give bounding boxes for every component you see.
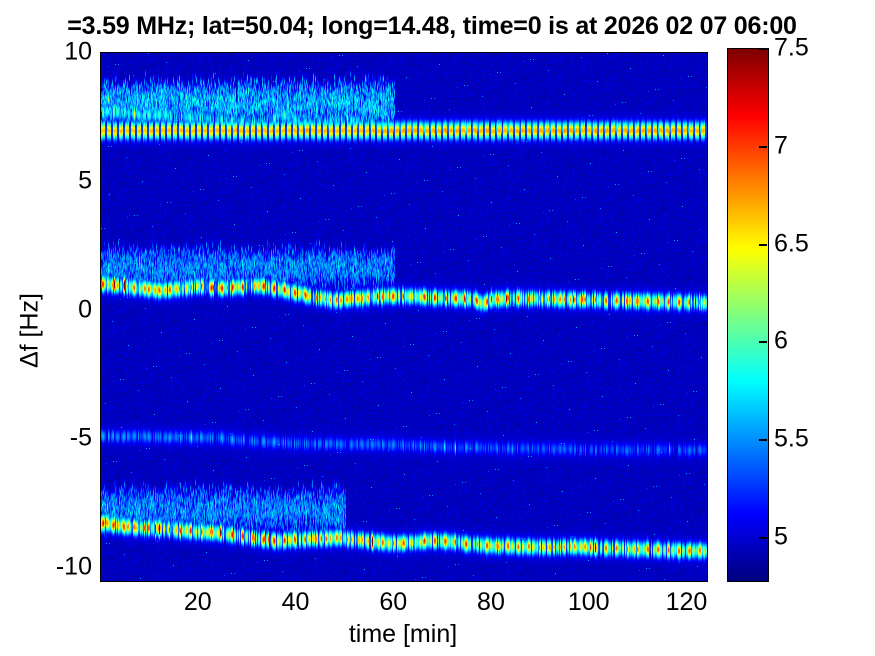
x-tick-label: 100 — [567, 588, 610, 616]
y-tick-label: -10 — [55, 552, 92, 581]
y-axis-ticks: 10 5 0 -5 -10 — [0, 0, 92, 656]
colorbar-tick — [759, 243, 767, 246]
x-axis-ticks: 20 40 60 80 100 120 — [0, 588, 875, 624]
x-tick-label: 20 — [183, 588, 212, 616]
colorbar-tick-label: 5.5 — [774, 424, 809, 453]
colorbar-tick-label: 6 — [774, 326, 788, 355]
colorbar-tick — [759, 439, 767, 442]
colorbar-tick — [759, 341, 767, 344]
x-tick-label: 80 — [477, 588, 505, 616]
x-tick-label: 40 — [281, 588, 310, 616]
y-tick-label: 0 — [78, 295, 92, 324]
y-axis-label: Δf [Hz] — [15, 292, 44, 369]
y-tick-label: -5 — [69, 423, 92, 452]
figure-title: =3.59 MHz; lat=50.04; long=14.48, time=0… — [67, 12, 797, 40]
x-tick-label: 120 — [665, 588, 708, 616]
colorbar-tick-label: 6.5 — [774, 229, 809, 258]
colorbar[interactable] — [727, 48, 769, 582]
spectrogram-image[interactable] — [101, 53, 707, 581]
colorbar-tick — [759, 145, 767, 148]
x-tick-label: 60 — [379, 588, 408, 616]
colorbar-gradient — [728, 49, 768, 581]
colorbar-tick — [759, 48, 767, 50]
x-axis-label: time [min] — [348, 620, 458, 648]
colorbar-tick — [759, 536, 767, 539]
spectrogram-axes[interactable] — [100, 52, 708, 582]
y-tick-label: 5 — [78, 166, 92, 195]
y-tick-label: 10 — [64, 37, 92, 66]
colorbar-tick-label: 7 — [774, 131, 788, 160]
colorbar-tick-label: 5 — [774, 522, 788, 551]
